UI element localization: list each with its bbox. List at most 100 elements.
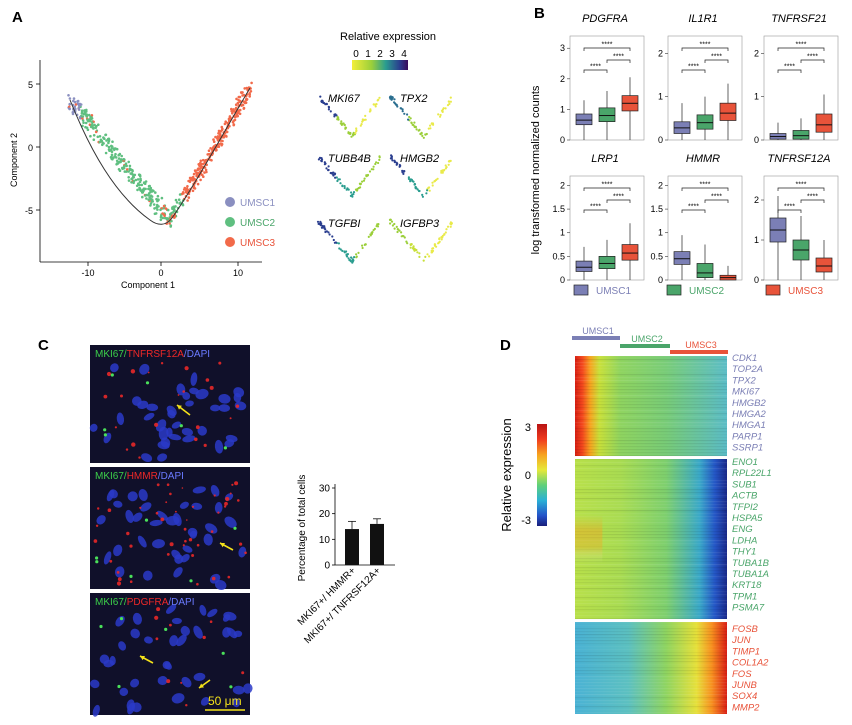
gene-point	[429, 127, 432, 130]
red-signal	[205, 378, 210, 382]
nucleus	[109, 655, 116, 666]
gene-label: KRT18	[732, 580, 762, 591]
gene-point	[389, 218, 392, 221]
cell-point	[212, 145, 216, 148]
nucleus	[210, 404, 221, 412]
gene-label: HSPA5	[732, 513, 763, 524]
gene-label: TPX2	[400, 93, 428, 105]
legend-label: UMSC3	[240, 238, 275, 249]
sig-bracket	[583, 187, 631, 191]
gene-point	[415, 128, 418, 131]
red-signal	[191, 505, 195, 508]
legend-swatch-umsc1	[225, 197, 235, 207]
gene-point	[316, 220, 320, 223]
cell-point	[223, 122, 227, 126]
cell-point	[214, 135, 217, 139]
gene-point	[347, 188, 350, 191]
nucleus	[113, 544, 123, 557]
nucleus	[130, 628, 140, 639]
cell-point	[186, 185, 189, 188]
box-umsc1	[575, 113, 593, 126]
red-signal	[154, 615, 159, 620]
cell-point	[122, 158, 126, 161]
cell-point	[196, 168, 200, 171]
cell-point	[168, 222, 171, 225]
cell-point	[117, 153, 120, 157]
cluster-bar-umsc3	[670, 350, 728, 354]
gene-point	[327, 231, 330, 234]
cell-point	[107, 148, 111, 151]
cell-point	[207, 149, 211, 152]
cell-point	[89, 134, 92, 138]
cell-point	[241, 94, 244, 97]
cell-point	[140, 183, 144, 187]
cell-point	[178, 193, 182, 196]
red-signal	[165, 501, 168, 504]
sig-bracket	[800, 59, 825, 63]
gene-point	[449, 100, 452, 103]
cell-point	[151, 189, 154, 192]
sig-stars: ****	[700, 182, 711, 189]
cell-point	[147, 184, 151, 188]
gene-point	[398, 165, 401, 168]
sig-stars: ****	[613, 194, 624, 201]
gene-point	[407, 176, 410, 179]
gene-trajectory-grid: MKI67 TPX2 TUBB4B HMGB2 TGFBI IGFBP3	[316, 93, 453, 264]
cell-point	[68, 97, 72, 100]
gene-point	[329, 110, 332, 113]
gene-point	[441, 169, 444, 172]
cell-point	[170, 211, 173, 215]
gene-point	[396, 230, 399, 234]
box-umsc1	[575, 260, 593, 272]
gene-point	[331, 235, 334, 238]
red-signal	[209, 385, 214, 390]
nucleus	[190, 372, 198, 386]
cell-point	[92, 138, 96, 141]
cell-point	[91, 121, 94, 125]
scale-bar-label: 50 μm	[208, 694, 242, 708]
red-signal	[175, 510, 177, 513]
cell-point	[130, 172, 134, 175]
legend-label: UMSC1	[240, 198, 275, 209]
cell-point	[249, 87, 252, 90]
gene-label: HMGB2	[400, 153, 439, 165]
cell-point	[196, 171, 200, 175]
gene-point	[391, 224, 394, 227]
nucleus	[218, 404, 230, 412]
nucleus	[118, 641, 127, 651]
cell-point	[224, 120, 227, 123]
gene-point	[445, 166, 448, 169]
gene-label: MMP2	[732, 702, 760, 713]
gene-label: CDK1	[732, 353, 757, 364]
gene-point	[327, 168, 330, 172]
cell-point	[103, 137, 106, 140]
cell-point	[149, 190, 152, 194]
green-signal	[95, 560, 99, 564]
red-signal	[241, 671, 245, 675]
gene-plot-tubb4b: TUBB4B	[317, 153, 381, 198]
cell-point	[187, 196, 191, 199]
y-tick-label: 1	[754, 92, 759, 102]
gene-point	[376, 225, 380, 228]
boxplot-grid: PDGFRA0123************IL1R1012**********…	[552, 13, 839, 285]
cell-point	[127, 176, 130, 179]
nucleus	[238, 546, 247, 558]
x-axis-label: Component 1	[121, 280, 175, 290]
nucleus	[191, 502, 203, 510]
legend-label: UMSC1	[596, 286, 631, 297]
gene-point	[441, 171, 444, 174]
gene-point	[419, 132, 422, 136]
cell-point	[138, 180, 142, 184]
nucleus	[214, 579, 227, 591]
gene-label: JUNB	[731, 680, 757, 691]
gene-point	[444, 231, 447, 234]
gene-point	[434, 243, 437, 246]
sig-bracket	[583, 47, 631, 51]
gene-label: PSMA7	[732, 603, 765, 614]
gene-point	[414, 186, 417, 189]
cell-point	[93, 123, 96, 127]
bar	[345, 529, 359, 565]
nucleus	[218, 393, 231, 404]
sig-bracket	[606, 199, 631, 203]
cell-point	[237, 95, 241, 99]
